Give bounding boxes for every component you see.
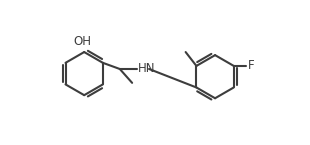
- Text: F: F: [248, 59, 254, 72]
- Text: HN: HN: [138, 62, 155, 76]
- Text: OH: OH: [74, 35, 92, 48]
